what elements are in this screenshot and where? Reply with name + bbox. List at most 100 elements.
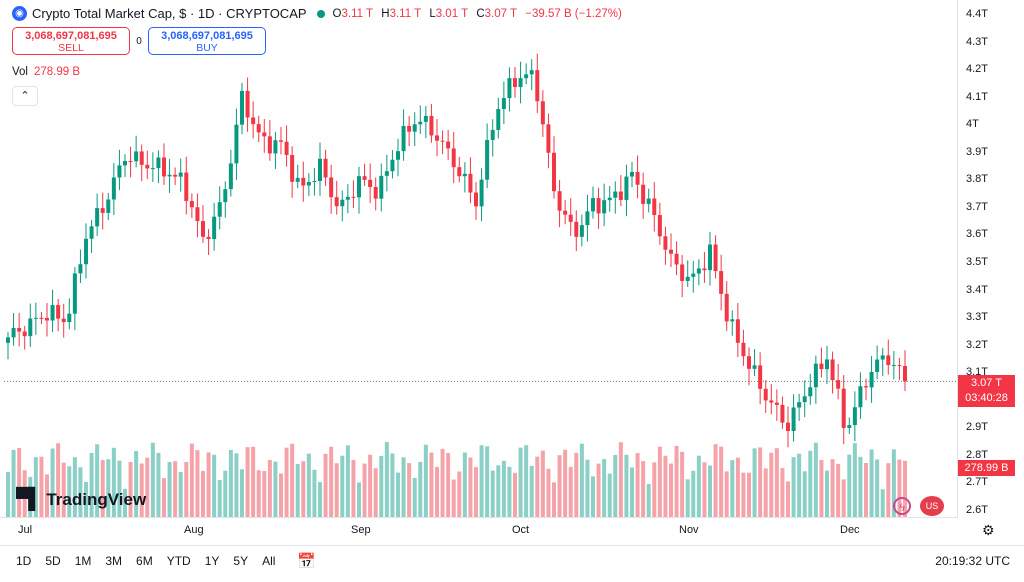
market-status-icon[interactable] xyxy=(316,9,325,18)
candle-body xyxy=(618,191,623,200)
range-button-5y[interactable]: 5Y xyxy=(233,554,249,568)
candle-body xyxy=(852,407,857,426)
volume-bar xyxy=(189,443,194,517)
price-tick-label: 2.9T xyxy=(966,421,989,434)
candle-body xyxy=(139,151,144,165)
volume-bar xyxy=(28,476,33,517)
candle-body xyxy=(624,176,629,200)
candle-body xyxy=(89,226,94,239)
candle-body xyxy=(568,214,573,222)
tradingview-logo[interactable]: ▀▌ TradingView xyxy=(16,488,147,510)
range-button-6m[interactable]: 6M xyxy=(136,554,153,568)
range-button-5d[interactable]: 5D xyxy=(45,554,61,568)
price-tick-label: 3.2T xyxy=(966,338,989,351)
chart-area[interactable] xyxy=(0,0,958,518)
volume-bar xyxy=(379,455,384,517)
candle-body xyxy=(691,273,696,277)
price-tick-label: 4T xyxy=(966,118,979,131)
volume-bar xyxy=(836,463,841,517)
volume-bar xyxy=(802,471,807,517)
volume-bar xyxy=(167,462,172,517)
volume-bar xyxy=(490,470,495,517)
volume-bar xyxy=(323,453,328,517)
range-button-ytd[interactable]: YTD xyxy=(166,554,191,568)
volume-bar xyxy=(401,457,406,517)
candle-body xyxy=(134,151,139,162)
volume-bar xyxy=(390,453,395,517)
buy-button[interactable]: 3,068,697,081,695 BUY xyxy=(148,27,266,55)
candle-body xyxy=(306,181,311,186)
candle-body xyxy=(396,151,400,160)
candle-body xyxy=(106,199,111,213)
candle-body xyxy=(28,318,33,337)
candle-body xyxy=(613,191,618,198)
volume-bar xyxy=(897,459,902,517)
candle-body xyxy=(33,317,38,319)
candle-body xyxy=(245,90,250,118)
crypto-symbol-icon[interactable]: ◉ xyxy=(12,6,27,21)
volume-bar xyxy=(524,445,529,517)
candle-body xyxy=(212,216,217,240)
candle-body xyxy=(123,161,127,166)
volume-bar xyxy=(613,454,618,517)
us-flag-icon[interactable]: US xyxy=(920,496,944,516)
volume-bar xyxy=(373,468,378,517)
volume-bar xyxy=(178,471,183,517)
volume-bar xyxy=(630,467,634,517)
volume-bar xyxy=(267,459,272,517)
candle-body xyxy=(819,363,824,370)
candle-body xyxy=(713,244,718,272)
candle-body xyxy=(485,139,490,180)
price-chart[interactable] xyxy=(0,0,958,518)
spread-value: 0 xyxy=(136,35,142,47)
volume-bar xyxy=(329,446,334,517)
flash-icon[interactable]: ϟ xyxy=(893,497,911,515)
candle-body xyxy=(162,157,166,177)
candle-body xyxy=(462,173,467,177)
sell-button[interactable]: 3,068,697,081,695 SELL xyxy=(12,27,130,55)
low-value: 3.01 T xyxy=(435,7,469,20)
candle-body xyxy=(111,177,116,200)
volume-bar xyxy=(72,457,77,517)
chart-title[interactable]: Crypto Total Market Cap, $ · 1D · CRYPTO… xyxy=(32,6,307,21)
volume-bar xyxy=(568,466,573,517)
candle-body xyxy=(602,200,607,214)
candle-body xyxy=(468,173,473,193)
range-button-3m[interactable]: 3M xyxy=(105,554,123,568)
candle-body xyxy=(251,117,256,125)
candle-body xyxy=(557,191,562,211)
settings-gear-icon[interactable]: ⚙ xyxy=(982,522,995,538)
candle-body xyxy=(774,402,779,405)
candle-body xyxy=(579,225,584,237)
clock[interactable]: 20:19:32 UTC xyxy=(935,554,1010,568)
candle-body xyxy=(479,179,484,207)
candle-body xyxy=(891,365,896,367)
candle-body xyxy=(864,386,868,388)
volume-bar xyxy=(591,476,595,517)
candle-body xyxy=(724,293,729,322)
collapse-legend-button[interactable]: ⌃ xyxy=(12,86,38,106)
candle-body xyxy=(825,359,829,370)
volume-bar xyxy=(212,454,217,517)
price-tick-label: 3.5T xyxy=(966,255,989,268)
volume-bar xyxy=(156,452,161,517)
volume-bar xyxy=(384,442,389,517)
candles xyxy=(6,53,907,448)
candle-body xyxy=(273,140,278,154)
candle-body xyxy=(345,196,350,200)
trade-buttons: 3,068,697,081,695 SELL 0 3,068,697,081,6… xyxy=(12,27,266,55)
volume-bar xyxy=(334,463,339,517)
calendar-icon[interactable]: 📅 xyxy=(297,553,317,570)
volume-bar xyxy=(741,472,746,517)
range-button-all[interactable]: All xyxy=(262,554,276,568)
candle-body xyxy=(808,387,813,397)
range-button-1m[interactable]: 1M xyxy=(74,554,92,568)
volume-bar xyxy=(563,449,568,517)
candle-body xyxy=(875,359,880,372)
close-value: 3.07 T xyxy=(484,7,518,20)
range-button-1y[interactable]: 1Y xyxy=(204,554,220,568)
candle-body xyxy=(813,363,818,388)
range-button-1d[interactable]: 1D xyxy=(16,554,32,568)
volume-bar xyxy=(786,481,790,517)
price-tick-label: 4.1T xyxy=(966,90,989,103)
